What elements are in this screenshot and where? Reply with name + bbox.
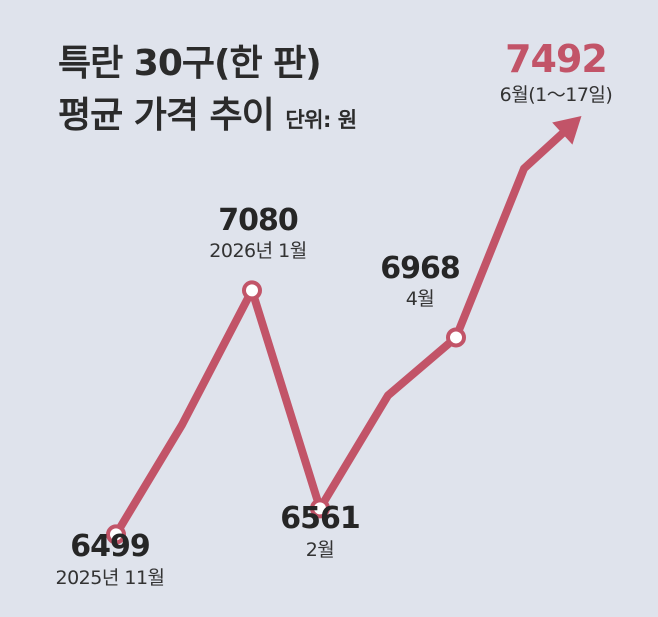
- data-label-period: 4월: [406, 288, 435, 310]
- data-point-marker: [310, 498, 330, 519]
- trend-arrow-head: [552, 116, 582, 145]
- chart-title-line1: 특란 30구(한 판): [58, 43, 322, 84]
- data-point-marker: [242, 280, 262, 301]
- data-label-period: 6월(1～17일): [500, 84, 613, 106]
- data-point-marker: [446, 327, 466, 348]
- data-label-period: 2월: [306, 539, 335, 561]
- data-point-marker: [106, 524, 126, 545]
- data-label-period: 2026년 1월: [209, 240, 306, 262]
- chart-title: 특란 30구(한 판) 평균 가격 추이 단위: 원: [58, 38, 357, 146]
- data-label-period: 2025년 11월: [55, 567, 164, 589]
- data-label-value: 6499: [70, 529, 150, 564]
- data-label-value: 7492: [505, 37, 607, 81]
- unit-label: 단위: 원: [285, 108, 357, 132]
- chart-title-line2: 평균 가격 추이 단위: 원: [58, 90, 357, 146]
- chart-title-line2-text: 평균 가격 추이: [58, 95, 275, 136]
- series-line: [112, 129, 567, 539]
- data-label-value: 6561: [280, 501, 360, 536]
- data-label-value: 6968: [380, 251, 460, 286]
- data-label-value: 7080: [218, 203, 298, 238]
